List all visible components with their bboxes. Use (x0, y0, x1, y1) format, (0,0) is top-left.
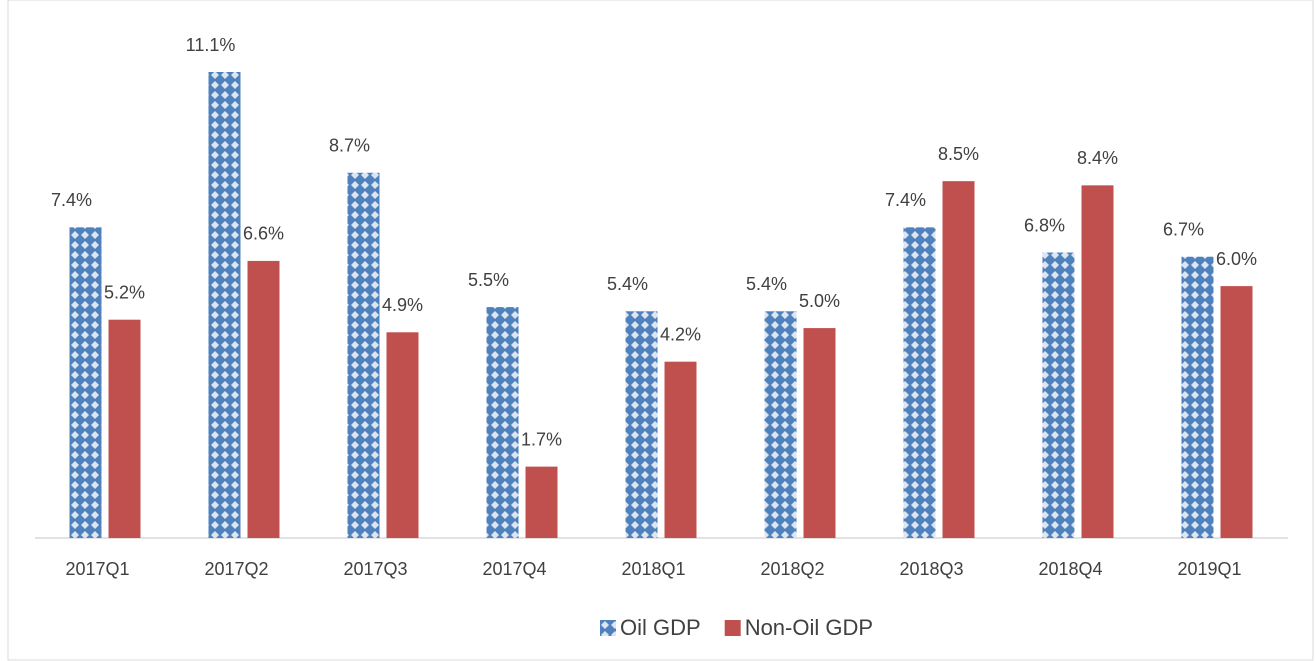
chart-border (7, 0, 1314, 661)
data-label: 5.4% (607, 274, 648, 294)
bar (108, 319, 141, 538)
bar (247, 260, 280, 538)
data-label: 8.7% (329, 136, 370, 156)
bar (1220, 286, 1253, 538)
bar (803, 328, 836, 538)
x-tick-label: 2017Q2 (204, 559, 268, 579)
bar (625, 311, 658, 538)
bar (942, 181, 975, 539)
bar (208, 72, 241, 538)
bar (69, 227, 102, 539)
data-label: 7.4% (51, 190, 92, 210)
data-label: 8.4% (1077, 148, 1118, 168)
legend-swatch (600, 620, 616, 636)
data-label: 4.9% (382, 295, 423, 315)
data-label: 1.7% (521, 429, 562, 449)
legend-label: Oil GDP (620, 615, 701, 640)
bar (1042, 252, 1075, 538)
legend-label: Non-Oil GDP (745, 615, 873, 640)
data-label: 6.6% (243, 224, 284, 244)
bar (486, 307, 519, 538)
bar (664, 361, 697, 538)
bar (764, 311, 797, 538)
data-label: 4.2% (660, 324, 701, 344)
x-tick-label: 2018Q1 (621, 559, 685, 579)
legend-swatch (724, 620, 741, 636)
x-tick-label: 2018Q4 (1038, 559, 1102, 579)
x-tick-label: 2018Q3 (899, 559, 963, 579)
x-tick-label: 2017Q1 (65, 559, 129, 579)
data-label: 5.5% (468, 270, 509, 290)
bar (386, 332, 419, 538)
data-label: 8.5% (938, 144, 979, 164)
data-label: 5.0% (799, 291, 840, 311)
x-tick-label: 2019Q1 (1177, 559, 1241, 579)
bar (903, 227, 936, 539)
data-label: 11.1% (186, 35, 236, 55)
data-label: 7.4% (885, 190, 926, 210)
x-tick-label: 2018Q2 (760, 559, 824, 579)
x-tick-label: 2017Q4 (482, 559, 546, 579)
bar (525, 466, 558, 538)
bar (347, 172, 380, 538)
x-tick-label: 2017Q3 (343, 559, 407, 579)
data-label: 6.8% (1024, 215, 1065, 235)
bar (1081, 185, 1114, 538)
bar (1181, 256, 1214, 538)
data-label: 6.7% (1163, 219, 1204, 239)
data-label: 6.0% (1216, 249, 1257, 269)
data-label: 5.4% (746, 274, 787, 294)
data-label: 5.2% (104, 282, 145, 302)
